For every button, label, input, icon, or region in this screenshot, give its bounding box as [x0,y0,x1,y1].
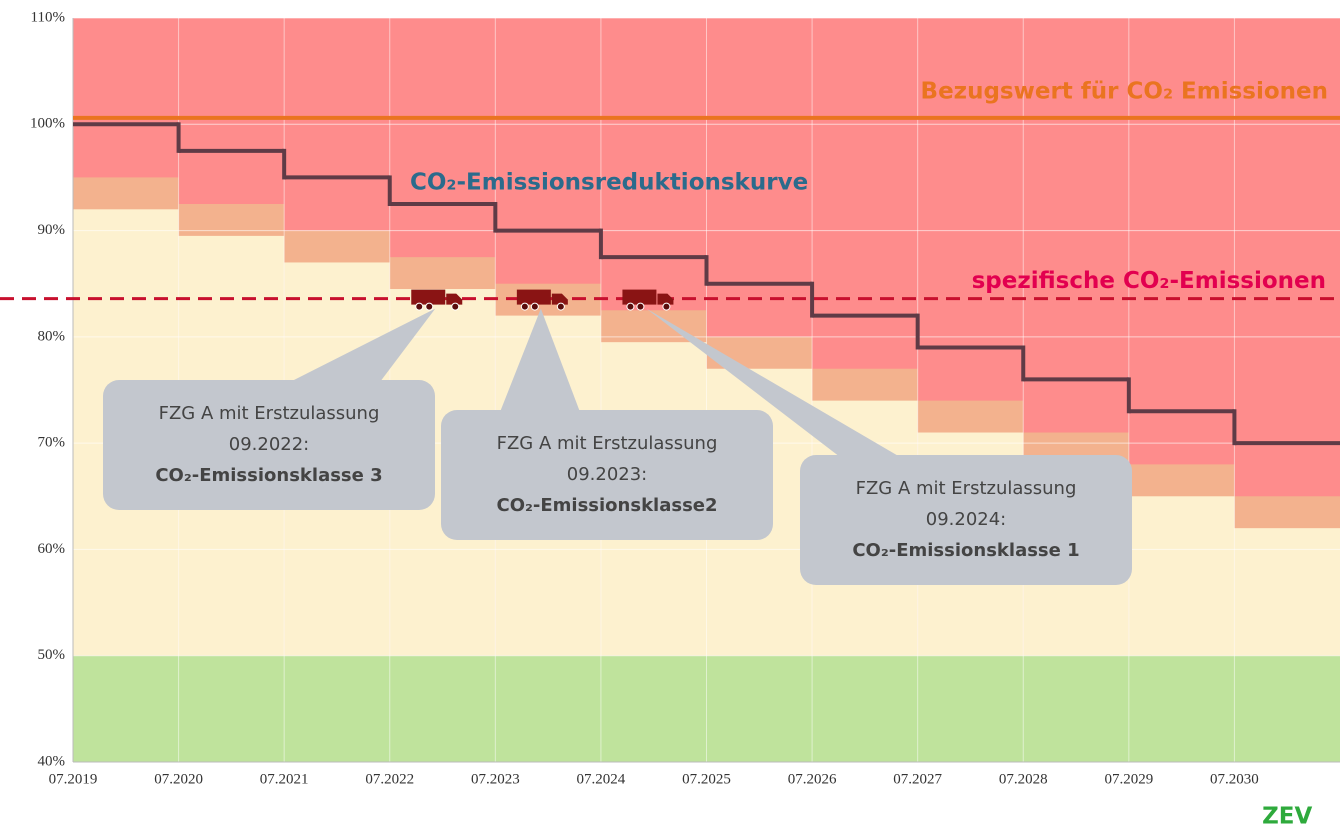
truck-cab [551,293,568,305]
truck-wheel [662,302,671,311]
truck-icon [411,289,463,311]
callout-text: 09.2023: [567,464,648,485]
truck-icon [516,289,568,311]
callout-bold: CO₂-Emissionsklasse 1 [852,540,1079,561]
x-tick-label: 07.2023 [471,771,520,787]
x-tick-label: 07.2020 [154,771,203,787]
truck-icon [622,289,674,311]
x-tick-label: 07.2030 [1210,771,1259,787]
x-tick-label: 07.2024 [577,771,626,787]
callout-pointer [646,308,900,457]
y-tick-label: 100% [30,116,65,132]
x-tick-label: 07.2021 [260,771,309,787]
truck-wheel [530,302,539,311]
reference-label: Bezugswert für CO₂ Emissionen [921,78,1328,104]
y-tick-label: 90% [38,222,66,238]
truck-wheel [556,302,565,311]
callout-box [441,410,773,540]
x-tick-label: 07.2022 [365,771,414,787]
truck-wheel [626,302,635,311]
truck-body [516,289,551,305]
truck-body [622,289,657,305]
callout-bold: CO₂-Emissionsklasse 3 [155,465,382,486]
truck-body [411,289,446,305]
callout-text: FZG A mit Erstzulassung [856,478,1077,499]
truck-wheel [451,302,460,311]
truck-cab [446,293,463,305]
truck-wheel [520,302,529,311]
callout-text: 09.2022: [229,434,310,455]
specific-label: spezifische CO₂-Emissionen [972,268,1326,294]
callout: FZG A mit Erstzulassung 09.2022: CO₂-Emiss… [103,308,436,510]
y-tick-label: 40% [38,753,66,769]
callout: FZG A mit Erstzulassung 09.2023: CO₂-Emiss… [441,308,773,540]
callout-pointer [500,308,580,412]
callout-text: FZG A mit Erstzulassung [159,403,380,424]
y-tick-label: 70% [38,435,66,451]
callout-pointer [290,308,436,382]
x-tick-label: 07.2026 [788,771,837,787]
callout-text: FZG A mit Erstzulassung [497,433,718,454]
callout-text: 09.2024: [926,509,1007,530]
callout-box [103,380,435,510]
callout-bold: CO₂-Emissionsklasse2 [496,495,717,516]
x-tick-label: 07.2029 [1104,771,1153,787]
truck-wheel [415,302,424,311]
truck-wheel [425,302,434,311]
y-tick-label: 80% [38,328,66,344]
zev-label: ZEV [1262,804,1312,830]
x-tick-label: 07.2019 [49,771,98,787]
y-tick-label: 60% [38,541,66,557]
x-tick-label: 07.2027 [893,771,942,787]
curve-label: CO₂-Emissionsreduktionskurve [410,170,808,196]
x-tick-label: 07.2025 [682,771,731,787]
truck-cab [657,293,674,305]
callout: FZG A mit Erstzulassung 09.2024: CO₂-Emiss… [646,308,1132,585]
callout-box [800,455,1132,585]
x-tick-label: 07.2028 [999,771,1048,787]
y-tick-label: 110% [31,9,65,25]
y-tick-label: 50% [38,647,66,663]
beige-band [1234,528,1340,656]
truck-wheel [636,302,645,311]
beige-band [1128,496,1235,656]
